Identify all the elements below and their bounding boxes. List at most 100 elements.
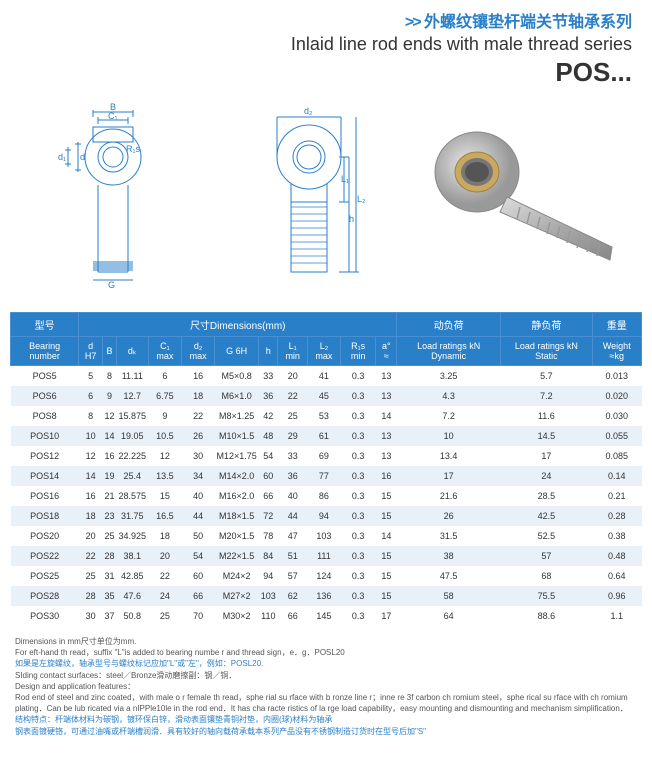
th-B: B (103, 337, 117, 366)
label-d1: d₁ (58, 152, 66, 162)
table-cell: 37 (103, 606, 117, 626)
table-cell: 22.225 (117, 446, 149, 466)
table-cell: POS12 (11, 446, 79, 466)
table-cell: POS14 (11, 466, 79, 486)
th-G: G 6H (215, 337, 259, 366)
table-cell: 16 (182, 366, 215, 387)
th-dimensions: 尺寸Dimensions(mm) (79, 313, 397, 337)
table-cell: 24 (501, 466, 592, 486)
table-cell: 57 (501, 546, 592, 566)
table-cell: 0.3 (340, 486, 376, 506)
table-cell: 18 (182, 386, 215, 406)
table-cell: 0.3 (340, 466, 376, 486)
table-cell: 48 (259, 426, 278, 446)
table-cell: 30 (79, 606, 103, 626)
table-cell: 44 (278, 506, 308, 526)
th-c1: C₁ max (148, 337, 182, 366)
label-L1: L₁ (341, 174, 349, 184)
table-body: POS55811.11616M5×0.83320410.3133.255.70.… (11, 366, 642, 627)
table-cell: 8 (103, 366, 117, 387)
table-cell: 61 (308, 426, 341, 446)
table-cell: 25 (278, 406, 308, 426)
table-cell: 18 (79, 506, 103, 526)
table-cell: 33 (278, 446, 308, 466)
table-cell: 13 (376, 386, 397, 406)
table-cell: 78 (259, 526, 278, 546)
table-row: POS22222838.12054M22×1.584511110.3153857… (11, 546, 642, 566)
table-cell: 0.48 (592, 546, 641, 566)
table-cell: 45 (308, 386, 341, 406)
table-cell: 0.3 (340, 546, 376, 566)
th-dynamic-cn: 动负荷 (397, 313, 501, 337)
table-cell: 7.2 (501, 386, 592, 406)
table-cell: 13.5 (148, 466, 182, 486)
table-cell: POS30 (11, 606, 79, 626)
table-cell: 8 (79, 406, 103, 426)
table-cell: 6.75 (148, 386, 182, 406)
table-cell: 0.3 (340, 586, 376, 606)
table-cell: 28 (103, 546, 117, 566)
table-row: POS66912.76.7518M6×1.03622450.3134.37.20… (11, 386, 642, 406)
table-row: POS18182331.7516.544M18×1.57244940.31526… (11, 506, 642, 526)
th-R1s: R₁s min (340, 337, 376, 366)
table-cell: 13.4 (397, 446, 501, 466)
table-cell: 0.14 (592, 466, 641, 486)
table-cell: 0.96 (592, 586, 641, 606)
table-row: POS16162128.5751540M16×2.06640860.31521.… (11, 486, 642, 506)
table-cell: 25.4 (117, 466, 149, 486)
table-cell: 12 (103, 406, 117, 426)
table-cell: 16 (79, 486, 103, 506)
table-cell: 14.5 (501, 426, 592, 446)
table-cell: 47.6 (117, 586, 149, 606)
table-cell: 29 (278, 426, 308, 446)
table-cell: 54 (182, 546, 215, 566)
th-d: d H7 (79, 337, 103, 366)
table-row: POS10101419.0510.526M10×1.54829610.31310… (11, 426, 642, 446)
table-cell: 15 (376, 586, 397, 606)
table-cell: 31.75 (117, 506, 149, 526)
table-cell: 94 (308, 506, 341, 526)
table-cell: 1.1 (592, 606, 641, 626)
table-cell: 21 (103, 486, 117, 506)
table-cell: 19 (103, 466, 117, 486)
footer-line: Dimensions in mm尺寸单位为mm. (15, 636, 637, 647)
table-cell: 53 (308, 406, 341, 426)
table-cell: 34.925 (117, 526, 149, 546)
th-model: 型号 (11, 313, 79, 337)
table-cell: POS18 (11, 506, 79, 526)
table-cell: 0.21 (592, 486, 641, 506)
table-cell: 41 (308, 366, 341, 387)
table-cell: 11.6 (501, 406, 592, 426)
table-cell: 14 (103, 426, 117, 446)
table-cell: 0.3 (340, 446, 376, 466)
table-cell: 15 (376, 566, 397, 586)
table-cell: 0.3 (340, 406, 376, 426)
table-cell: 103 (259, 586, 278, 606)
table-cell: 13 (376, 426, 397, 446)
label-h: h (349, 214, 354, 224)
table-cell: 13 (376, 366, 397, 387)
table-cell: 15 (148, 486, 182, 506)
table-cell: 12.7 (117, 386, 149, 406)
technical-drawing-side: d₂ L₁ h L₂ (216, 102, 402, 292)
table-cell: 47.5 (397, 566, 501, 586)
table-cell: 0.020 (592, 386, 641, 406)
table-row: POS881215.875922M8×1.254225530.3147.211.… (11, 406, 642, 426)
table-row: POS55811.11616M5×0.83320410.3133.255.70.… (11, 366, 642, 387)
technical-drawing-front: B C₁ d₁ d R₁s G (20, 102, 206, 292)
table-cell: 42.5 (501, 506, 592, 526)
table-cell: 62 (278, 586, 308, 606)
table-cell: 10 (79, 426, 103, 446)
table-cell: 72 (259, 506, 278, 526)
table-cell: 60 (259, 466, 278, 486)
table-cell: POS16 (11, 486, 79, 506)
table-cell: 124 (308, 566, 341, 586)
table-cell: 0.013 (592, 366, 641, 387)
table-cell: 0.055 (592, 426, 641, 446)
table-cell: 40 (182, 486, 215, 506)
table-row: POS14141925.413.534M14×2.06036770.316172… (11, 466, 642, 486)
product-photo (412, 112, 632, 282)
table-cell: M27×2 (215, 586, 259, 606)
table-cell: 111 (308, 546, 341, 566)
header-chinese-title: >> 外螺纹镶垫杆端关节轴承系列 (20, 8, 632, 32)
